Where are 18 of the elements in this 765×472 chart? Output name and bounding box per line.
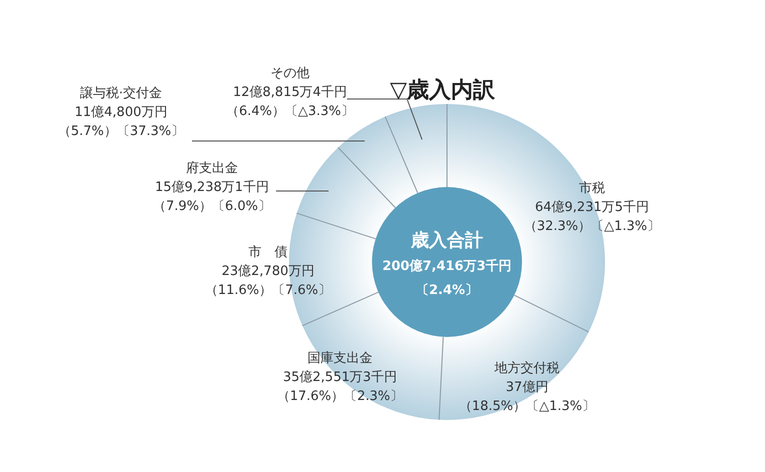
data-label: 64億9,231万5千円（32.3%）〔△1.3%〕 (524, 200, 660, 234)
slice-label: 地方交付税 (494, 360, 560, 376)
text: ▽歳入内訳 (390, 78, 496, 103)
slice-label: 府支出金 (186, 160, 238, 176)
text: 〔2.4%〕 (416, 283, 478, 298)
slice-label: 市 債 (248, 245, 288, 260)
data-label: 11億4,800万円（5.7%）〔37.3%〕 (58, 105, 184, 139)
slice-label: 譲与税·交付金 (80, 85, 162, 101)
text: 歳入合計 (410, 230, 483, 251)
slice-label: 国庫支出金 (308, 350, 372, 366)
text: 200億7,416万3千円 (382, 258, 512, 274)
slice-label: 市税 (579, 181, 605, 196)
data-label: 15億9,238万1千円（7.9%）〔6.0%〕 (152, 180, 272, 214)
data-label: 12億8,815万4千円（6.4%）〔△3.3%〕 (226, 85, 354, 119)
data-label: 35億2,551万3千円（17.6%）〔2.3%〕 (276, 370, 404, 404)
data-label: 23億2,780万円（11.6%）〔7.6%〕 (204, 264, 332, 298)
data-label: 37億円（18.5%）〔△1.3%〕 (458, 380, 596, 414)
slice-label: その他 (270, 66, 310, 81)
